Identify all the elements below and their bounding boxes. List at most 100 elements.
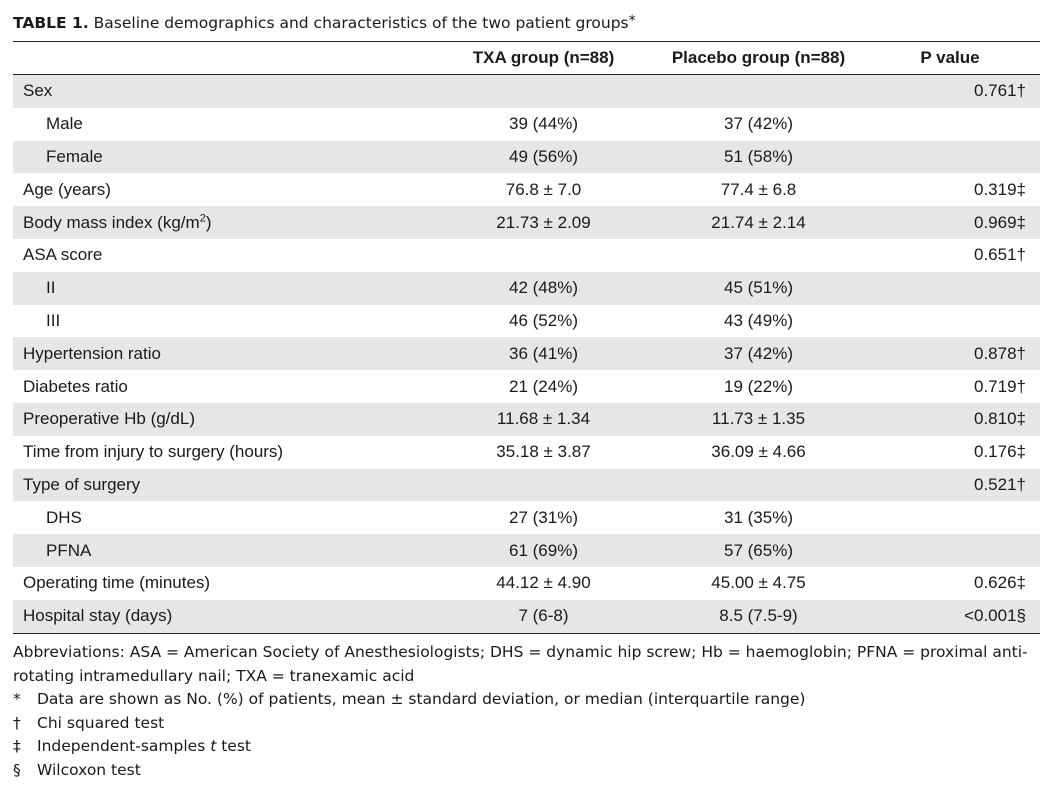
- row-label-text: PFNA: [46, 540, 92, 560]
- table-title: Baseline demographics and characteristic…: [93, 14, 629, 32]
- row-label: Operating time (minutes): [13, 567, 430, 600]
- p-value: 0.810‡: [860, 402, 1040, 436]
- row-label: Hypertension ratio: [13, 337, 430, 371]
- header-p-value: P value: [860, 41, 1040, 75]
- footnote-t-test: ‡ Independent-samples t test: [13, 735, 1040, 759]
- header-variable: [13, 41, 430, 75]
- txa-value: [430, 74, 657, 108]
- table-row: Operating time (minutes) 44.12 ± 4.90 45.0…: [13, 567, 1040, 600]
- txa-value: [430, 468, 657, 502]
- p-value: [860, 108, 1040, 141]
- footnote-symbol: §: [13, 760, 21, 779]
- table-row: Body mass index (kg/m2) 21.73 ± 2.09 21.74…: [13, 206, 1040, 239]
- footnote-text-tail: test: [216, 737, 251, 755]
- table-number: TABLE 1.: [13, 14, 89, 32]
- p-value: [860, 305, 1040, 338]
- table-row: Hypertension ratio 36 (41%) 37 (42%) 0.878†: [13, 337, 1040, 371]
- row-label: Age (years): [13, 173, 430, 206]
- placebo-value: 11.73 ± 1.35: [657, 402, 860, 436]
- p-value: 0.176‡: [974, 442, 1026, 462]
- placebo-value: 31 (35%): [724, 507, 793, 527]
- p-value: [860, 534, 1040, 567]
- row-label-superscript: 2: [199, 211, 206, 224]
- row-label: Hospital stay (days): [13, 599, 430, 634]
- p-value: <0.001§: [860, 599, 1040, 634]
- txa-value: 7 (6-8): [430, 599, 657, 634]
- placebo-value: 51 (58%): [657, 140, 860, 174]
- txa-value: 35.18 ± 3.87: [496, 442, 591, 462]
- p-value: 0.878†: [860, 337, 1040, 371]
- row-label-text: II: [46, 278, 56, 298]
- txa-value: 39 (44%): [509, 114, 578, 134]
- row-label: DHS: [13, 501, 430, 534]
- row-label-text: Male: [46, 114, 83, 134]
- placebo-value: 45.00 ± 4.75: [711, 573, 806, 593]
- row-label-tail: ): [205, 212, 212, 232]
- table-row: DHS 27 (31%) 31 (35%): [13, 501, 1040, 534]
- header-txa-group: TXA group (n=88): [430, 41, 657, 75]
- row-label-text: Hypertension ratio: [23, 343, 161, 363]
- placebo-value: 21.74 ± 2.14: [657, 206, 860, 239]
- row-label-text: Diabetes ratio: [23, 376, 128, 396]
- txa-value: 44.12 ± 4.90: [496, 573, 591, 593]
- row-label-text: Operating time (minutes): [23, 573, 211, 593]
- p-value: 0.761†: [860, 74, 1040, 108]
- table-row: Female 49 (56%) 51 (58%): [13, 140, 1040, 174]
- placebo-value: 43 (49%): [724, 310, 793, 330]
- txa-value: 11.68 ± 1.34: [430, 402, 657, 436]
- p-value: 0.626‡: [974, 573, 1026, 593]
- placebo-value: 57 (65%): [657, 534, 860, 567]
- table-row: Time from injury to surgery (hours) 35.18…: [13, 436, 1040, 469]
- row-label: II: [13, 271, 430, 305]
- placebo-value: 37 (42%): [724, 114, 793, 134]
- row-label: PFNA: [13, 534, 430, 567]
- row-label: Female: [13, 140, 430, 174]
- table-row: III 46 (52%) 43 (49%): [13, 305, 1040, 338]
- placebo-value: 37 (42%): [657, 337, 860, 371]
- row-label-text: Type of surgery: [23, 474, 141, 494]
- row-label: Time from injury to surgery (hours): [13, 436, 430, 469]
- footnote-chi-squared: † Chi squared test: [13, 712, 1040, 736]
- p-value: [860, 271, 1040, 305]
- p-value: [860, 140, 1040, 174]
- demographics-table: TXA group (n=88) Placebo group (n=88) P …: [13, 41, 1040, 634]
- header-placebo-group: Placebo group (n=88): [657, 41, 860, 75]
- placebo-value: 19 (22%): [724, 376, 793, 396]
- footnote-text: Chi squared test: [37, 713, 165, 732]
- table-row: Preoperative Hb (g/dL) 11.68 ± 1.34 11.73 …: [13, 402, 1040, 436]
- table-row: Diabetes ratio 21 (24%) 19 (22%) 0.719†: [13, 370, 1040, 403]
- placebo-value: 45 (51%): [657, 271, 860, 305]
- table-notes: Abbreviations: ASA = American Society of…: [13, 641, 1040, 782]
- table-row: ASA score 0.651†: [13, 239, 1040, 272]
- row-label: Diabetes ratio: [13, 370, 430, 403]
- caption-footnote-mark: *: [628, 13, 636, 29]
- footnote-wilcoxon: § Wilcoxon test: [13, 759, 1040, 783]
- row-label-text: Female: [46, 146, 103, 166]
- row-label: Body mass index (kg/m2): [13, 206, 430, 239]
- txa-value: 61 (69%): [430, 534, 657, 567]
- footnote-text: Data are shown as No. (%) of patients, m…: [37, 690, 806, 708]
- footnote-text: Wilcoxon test: [37, 760, 141, 779]
- row-label-text: DHS: [46, 507, 82, 527]
- footnote-symbol: *: [13, 690, 21, 708]
- placebo-value: 8.5 (7.5-9): [657, 599, 860, 634]
- row-label-text: Body mass index (kg/m: [23, 212, 200, 232]
- row-label-text: ASA score: [23, 245, 103, 265]
- row-label-text: Time from injury to surgery (hours): [23, 442, 284, 462]
- row-label-text: Preoperative Hb (g/dL): [23, 409, 195, 429]
- footnote-symbol: ‡: [13, 737, 21, 755]
- table-row: Age (years) 76.8 ± 7.0 77.4 ± 6.8 0.319‡: [13, 173, 1040, 206]
- footnote-symbol: †: [13, 713, 21, 732]
- placebo-value: 77.4 ± 6.8: [720, 179, 797, 199]
- row-label: Type of surgery: [13, 468, 430, 502]
- txa-value: 21 (24%): [509, 376, 578, 396]
- footnote-italic-t: t: [210, 737, 217, 755]
- table-row: II 42 (48%) 45 (51%): [13, 271, 1040, 305]
- p-value: 0.719†: [974, 376, 1026, 396]
- p-value: 0.319‡: [974, 179, 1026, 199]
- txa-value: [430, 239, 657, 272]
- txa-value: 42 (48%): [430, 271, 657, 305]
- placebo-value: 36.09 ± 4.66: [711, 442, 806, 462]
- table-header-row: TXA group (n=88) Placebo group (n=88) P …: [13, 41, 1040, 75]
